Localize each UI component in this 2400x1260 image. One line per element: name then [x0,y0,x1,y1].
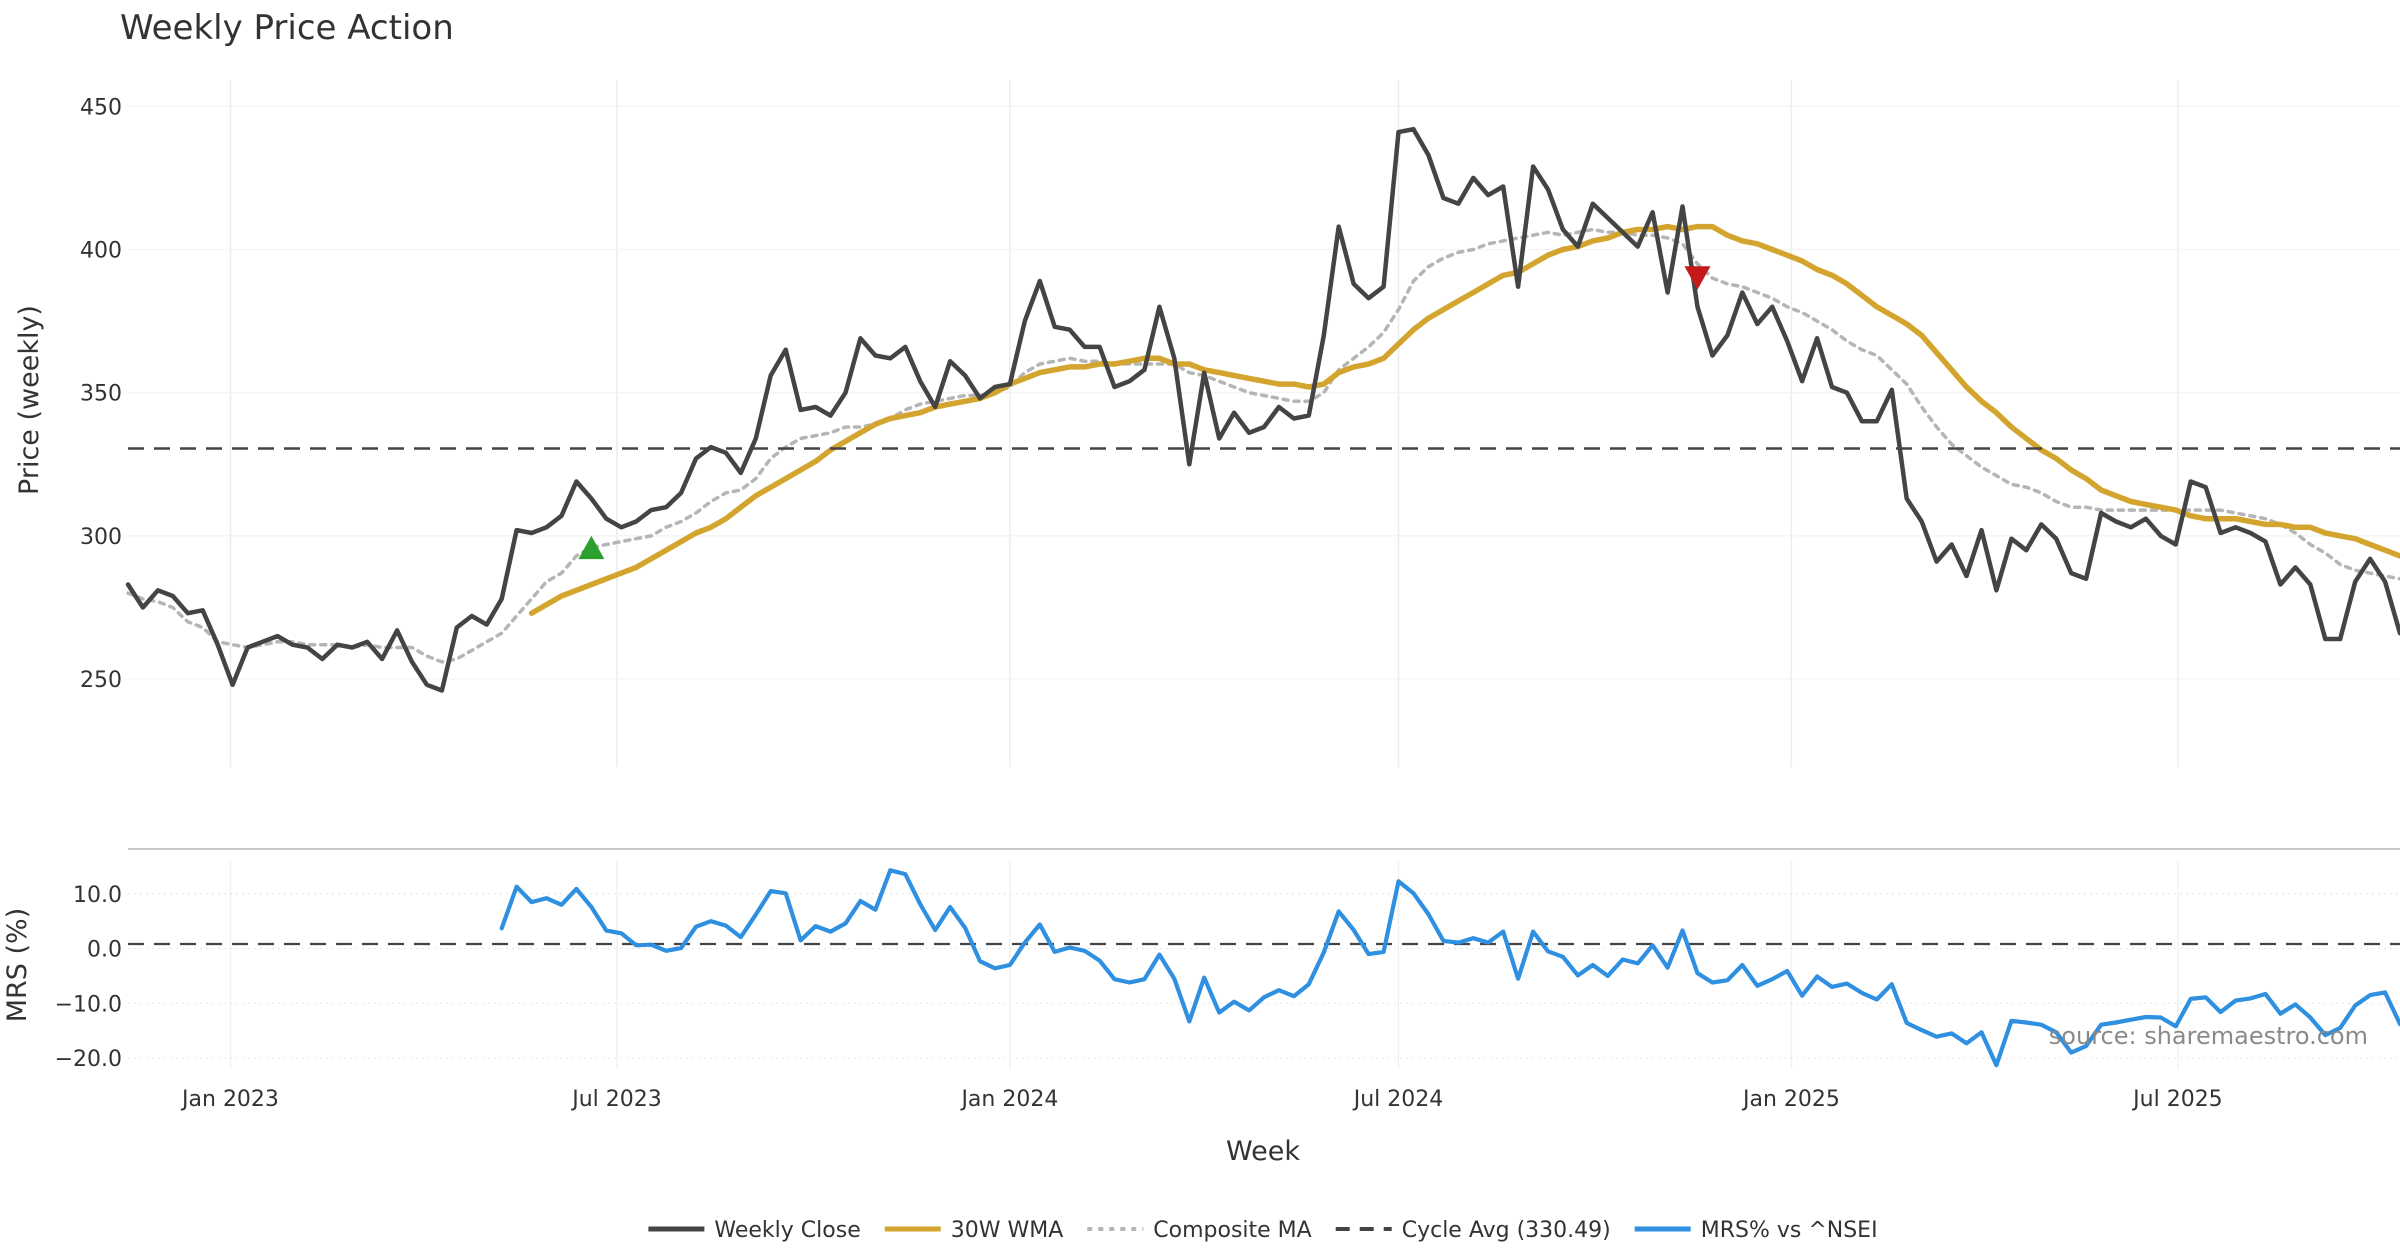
mrs-y-ticks: 10.0 0.0 −10.0 −20.0 [55,883,122,1072]
price-panel: 450 400 350 300 250 Price (weekly) [14,80,2400,767]
chart-title: Weekly Price Action [120,8,454,48]
price-y-tick-400: 400 [80,239,122,264]
series-composite-ma [126,227,2400,664]
legend-label-cycle-avg-330-49: Cycle Avg (330.49) [1402,1218,1611,1243]
mrs-y-tick-3: −20.0 [55,1047,122,1072]
price-gridlines [128,80,2400,767]
price-y-axis-label: Price (weekly) [14,305,45,495]
price-y-ticks: 450 400 350 300 250 [80,95,122,693]
mrs-series [499,868,2400,1068]
legend-item-mrs-vs-nsei: MRS% vs ^NSEI [1634,1218,1878,1243]
price-y-tick-450: 450 [80,95,122,120]
source-note: source: sharemaestro.com [2049,1022,2368,1050]
legend-item-weekly-close: Weekly Close [648,1218,861,1243]
x-tick-jan-2024: Jan 2024 [959,1087,1058,1112]
legend: Weekly Close 30W WMA Composite MA Cycle Avg… [648,1218,1878,1243]
legend-label-mrs-vs-nsei: MRS% vs ^NSEI [1701,1218,1878,1243]
mrs-panel: 10.0 0.0 −10.0 −20.0 MRS (%) source: sharem… [2,861,2400,1072]
sell-signal-marker [1684,266,1711,290]
buy-signal-marker [578,535,605,560]
price-y-tick-350: 350 [80,382,122,407]
series-mrs-vs-nsei [499,868,2400,1068]
legend-label-30w-wma: 30W WMA [951,1218,1064,1243]
series-30w-wma [528,223,2400,616]
x-tick-jan-2023: Jan 2023 [180,1087,279,1112]
signal-markers [578,266,1711,560]
legend-label-weekly-close: Weekly Close [714,1218,860,1243]
legend-item-cycle-avg-330-49: Cycle Avg (330.49) [1335,1218,1611,1243]
series-weekly-close [125,126,2400,693]
mrs-y-tick-0: 10.0 [73,883,122,908]
legend-label-composite-ma: Composite MA [1153,1218,1311,1243]
price-y-tick-300: 300 [80,525,122,550]
x-tick-jan-2025: Jan 2025 [1741,1087,1840,1112]
mrs-gridlines [128,861,2400,1069]
legend-item-composite-ma: Composite MA [1087,1218,1312,1243]
x-tick-jul-2024: Jul 2024 [1352,1087,1444,1112]
mrs-y-tick-2: −10.0 [55,992,122,1017]
mrs-y-axis-label: MRS (%) [2,908,33,1023]
x-tick-jul-2025: Jul 2025 [2131,1087,2223,1112]
legend-item-30w-wma: 30W WMA [884,1218,1064,1243]
mrs-y-tick-1: 0.0 [87,938,122,963]
x-tick-jul-2023: Jul 2023 [570,1087,662,1112]
price-series [125,126,2400,693]
x-axis-label: Week [1226,1136,1300,1167]
price-y-tick-250: 250 [80,668,122,693]
x-ticks: Jan 2023 Jul 2023 Jan 2024 Jul 2024 Jan 2025… [180,1087,2223,1112]
